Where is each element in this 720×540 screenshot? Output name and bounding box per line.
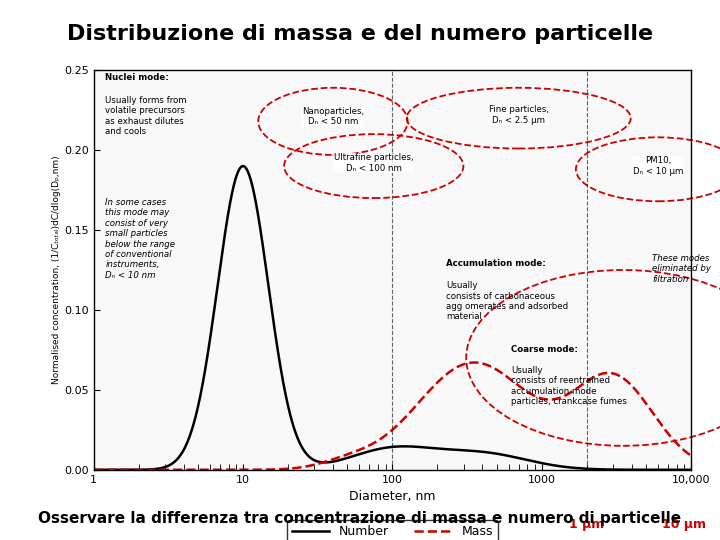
Text: Usually forms from
volatile precursors
as exhaust dilutes
and cools: Usually forms from volatile precursors a…	[105, 96, 187, 136]
Text: Usually
consists of reentrained
accumulation mode
particles, crankcase fumes: Usually consists of reentrained accumula…	[510, 366, 626, 406]
Text: Usually
consists of carbonaceous
agg omerates and adsorbed
material: Usually consists of carbonaceous agg ome…	[446, 281, 569, 321]
Text: Coarse mode:: Coarse mode:	[510, 345, 577, 354]
Text: These modes
eliminated by
filtration: These modes eliminated by filtration	[652, 254, 711, 284]
Text: 10 μm: 10 μm	[662, 518, 706, 531]
Text: Distribuzione di massa e del numero particelle: Distribuzione di massa e del numero part…	[67, 24, 653, 44]
X-axis label: Diameter, nm: Diameter, nm	[349, 490, 436, 503]
Text: Osservare la differenza tra concentrazione di massa e numero di particelle: Osservare la differenza tra concentrazio…	[38, 511, 682, 526]
Text: 1 μm: 1 μm	[569, 518, 604, 531]
Legend: Number, Mass: Number, Mass	[287, 521, 498, 540]
Text: Nanoparticles,
Dₙ < 50 nm: Nanoparticles, Dₙ < 50 nm	[302, 107, 364, 126]
Text: Accumulation mode:: Accumulation mode:	[446, 259, 546, 268]
Y-axis label: Normalised concentration, (1/Cₜₒₜₐₗ)dC/dlog(Dₚ,nm): Normalised concentration, (1/Cₜₒₜₐₗ)dC/d…	[53, 156, 61, 384]
Text: Nuclei mode:: Nuclei mode:	[105, 73, 169, 83]
Text: Fine particles,
Dₙ < 2.5 μm: Fine particles, Dₙ < 2.5 μm	[489, 105, 549, 125]
Text: Ultrafine particles,
Dₙ < 100 nm: Ultrafine particles, Dₙ < 100 nm	[334, 153, 413, 173]
Text: PM10,
Dₙ < 10 μm: PM10, Dₙ < 10 μm	[633, 157, 683, 176]
Text: In some cases
this mode may
consist of very
small particles
below the range
of c: In some cases this mode may consist of v…	[105, 198, 176, 280]
